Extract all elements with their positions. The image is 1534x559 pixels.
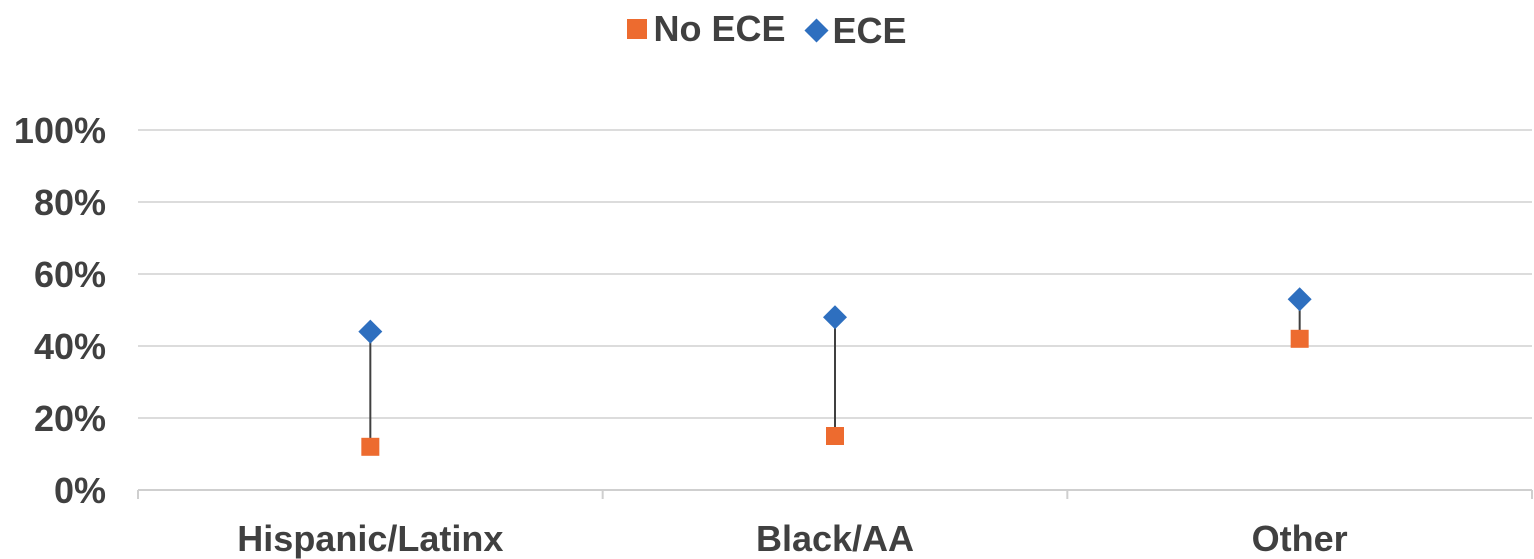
y-tick-label: 80%	[34, 182, 106, 223]
ece-point	[823, 305, 847, 330]
legend-square-marker	[627, 19, 648, 39]
ece-point	[358, 319, 383, 344]
legend-item-no-ece: No ECE	[627, 8, 785, 50]
y-tick-label: 100%	[14, 110, 106, 151]
y-tick-label: 40%	[34, 326, 106, 367]
legend: No ECE ECE	[0, 6, 1534, 52]
y-tick-label: 20%	[34, 398, 106, 439]
no-ece-point	[826, 427, 844, 445]
ece-point	[1287, 287, 1312, 312]
y-tick-label: 0%	[54, 470, 106, 511]
no-ece-point	[361, 437, 380, 456]
legend-label-no-ece: No ECE	[653, 8, 786, 49]
no-ece-point	[1290, 329, 1309, 348]
x-tick-label: Black/AA	[756, 518, 914, 559]
legend-label-ece: ECE	[832, 9, 907, 51]
x-tick-label: Hispanic/Latinx	[237, 518, 503, 559]
x-tick-label: Other	[1252, 518, 1348, 559]
legend-item-ece: ECE	[803, 9, 907, 52]
y-tick-label: 60%	[34, 254, 106, 295]
